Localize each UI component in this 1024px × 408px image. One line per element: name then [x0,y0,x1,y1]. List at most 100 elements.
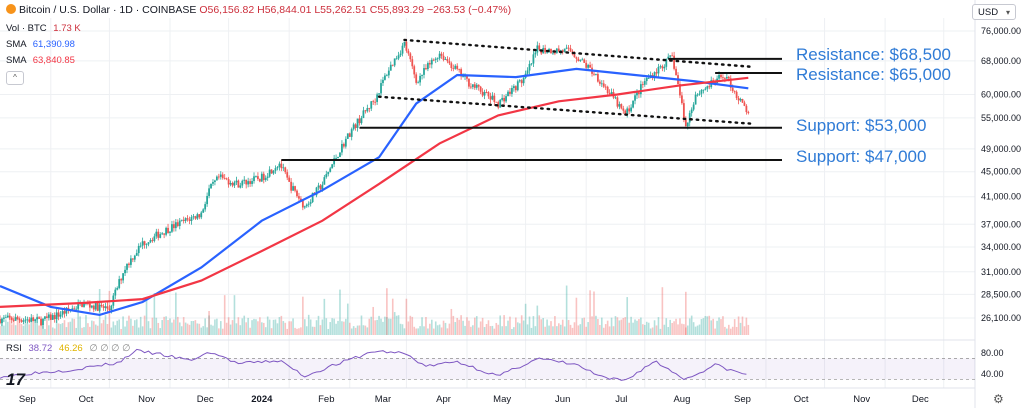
volume-bar [132,325,134,335]
candle-body [534,52,537,55]
volume-bar [7,321,9,335]
volume-bar [483,327,486,335]
volume-bar [147,321,150,335]
candle-body [354,124,357,128]
rsi-indicator[interactable]: RSI 38.72 46.26 ∅ ∅ ∅ ∅ [6,343,130,354]
candle-body [20,320,23,322]
gear-icon[interactable]: ⚙ [993,392,1004,406]
volume-bar [405,298,408,335]
volume-bar [464,325,466,335]
volume-bar [442,320,445,335]
candle-body [296,190,298,197]
volume-bar [563,326,566,335]
candle-body [206,195,209,205]
candle-body [493,95,496,102]
volume-bar [475,316,478,335]
volume-bar [477,327,480,335]
volume-bar [556,326,558,335]
candle-body [647,77,650,79]
candle-body [370,101,373,109]
volume-bar [403,328,406,335]
volume-indicator[interactable]: Vol · BTC 1.73 K [6,23,81,34]
candle-body [725,76,728,79]
candle-body [421,74,423,76]
candle-body [77,303,80,309]
volume-bar [456,317,459,335]
volume-bar [69,321,72,335]
volume-bar [343,321,345,335]
candle-body [114,289,117,296]
candle-body [514,86,517,91]
candle-body [122,273,124,281]
candle-body [538,45,541,50]
volume-bar [620,319,623,335]
candle-body [196,214,199,219]
candle-body [192,216,195,218]
volume-bar [337,320,339,335]
candle-body [214,180,216,182]
candle-body [266,176,269,178]
candle-body [165,227,167,235]
candle-body [397,55,400,59]
volume-bar [733,319,736,335]
volume-bar [634,319,636,335]
volume-bar [42,325,44,335]
candle-body [682,103,685,120]
volume-label: Vol · BTC [6,23,47,34]
volume-bar [628,322,630,335]
volume-bar [212,325,214,335]
candle-body [471,84,474,87]
candle-body [258,179,261,182]
sma-fast-indicator[interactable]: SMA 61,390.98 [6,39,75,50]
candle-body [610,92,613,94]
candle-body [311,192,314,203]
volume-bar [429,323,431,335]
volume-bar [231,320,234,335]
candle-body [495,101,498,103]
volume-bar [626,297,629,335]
candle-body [600,83,603,85]
volume-bar [544,326,546,335]
volume-bar [554,316,556,335]
x-tick-label: May [493,394,511,405]
candle-body [198,214,201,218]
candle-body [624,110,627,115]
volume-bar [726,328,728,335]
volume-bar [100,323,103,335]
currency-selector[interactable]: USD ▾ [972,4,1016,20]
candle-body [329,168,332,172]
x-tick-label: Oct [79,394,94,405]
volume-bar [159,328,162,335]
candle-body [384,75,386,80]
candle-body [536,45,539,53]
candle-body [155,231,158,237]
volume-bar [569,324,572,335]
candle-body [126,263,128,270]
volume-bar [583,317,586,335]
volume-bar [507,320,509,335]
candle-body [157,231,160,238]
volume-bar [462,320,464,335]
candle-body [40,318,42,326]
volume-bar [425,317,427,335]
candle-body [356,118,359,128]
candle-body [24,319,27,321]
volume-bar [294,327,296,335]
candle-body [587,64,590,68]
volume-bar [124,326,126,335]
volume-bar [470,326,472,335]
x-tick-label: Aug [673,394,690,405]
candle-body [204,204,207,210]
candle-body [8,315,11,318]
volume-bar [739,322,742,335]
collapse-indicators-button[interactable]: ^ [6,71,24,85]
sma-slow-indicator[interactable]: SMA 63,840.85 [6,55,75,66]
volume-bar [493,328,496,335]
candle-body [0,319,1,324]
candle-body [163,233,166,235]
volume-bar [384,316,386,335]
volume-bar [139,316,142,335]
candle-body [100,304,103,307]
volume-bar [446,328,449,335]
